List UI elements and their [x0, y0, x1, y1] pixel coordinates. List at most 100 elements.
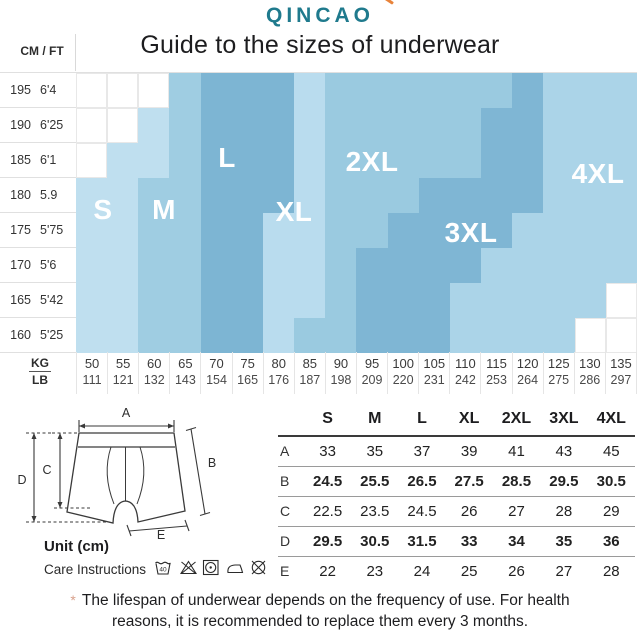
- weight-lb: 132: [143, 373, 165, 387]
- size-cell-2xl: [418, 143, 450, 178]
- size-cell-m: [169, 143, 201, 178]
- size-cell-l: [200, 248, 232, 283]
- height-ft: 6'4: [40, 83, 57, 97]
- size-cell-4xl: [574, 108, 606, 143]
- table-col-s: S: [304, 403, 352, 437]
- weight-kg: 100: [392, 356, 415, 371]
- row-label: D: [278, 526, 304, 557]
- size-cell-4xl: [574, 178, 606, 213]
- measurement-value: 34: [492, 526, 541, 557]
- measurement-value: 37: [398, 436, 446, 467]
- weight-lb: 209: [361, 373, 383, 387]
- size-cell-4xl: [543, 248, 575, 283]
- height-axis-row: 170 5'6: [0, 248, 76, 283]
- unit-label: Unit (cm): [44, 538, 109, 555]
- size-cell-4xl: [605, 108, 637, 143]
- brand-logo: QINCAO: [0, 0, 640, 28]
- size-cell-4xl: [574, 73, 606, 108]
- measurement-value: 39: [445, 436, 493, 467]
- height-ft: 5'25: [40, 328, 64, 342]
- size-cell-s: [107, 178, 139, 213]
- height-axis-row: 175 5'75: [0, 213, 76, 248]
- size-cell-2xl: [325, 73, 357, 108]
- size-cell-xl: [294, 248, 326, 283]
- size-cell-l: [262, 143, 295, 178]
- size-cell-l: [200, 213, 232, 248]
- measurement-value: 43: [540, 436, 588, 467]
- size-cell-2xl: [387, 108, 419, 143]
- height-cm: 180: [10, 188, 31, 202]
- size-cell-4xl: [512, 213, 544, 248]
- size-cell-4xl: [449, 318, 482, 353]
- size-cell-4xl: [543, 283, 575, 318]
- size-cell-l: [200, 318, 232, 353]
- height-cm: 185: [10, 153, 31, 167]
- size-cell-l: [231, 108, 263, 143]
- size-cell-3xl: [387, 283, 419, 318]
- weight-lb: 253: [486, 373, 507, 387]
- weight-kg: 135: [610, 356, 632, 371]
- height-cm: 170: [10, 258, 31, 272]
- do-not-dry-clean-icon: [249, 559, 268, 579]
- size-cell-2xl: [325, 143, 357, 178]
- dim-label-a: A: [122, 406, 131, 420]
- height-cm: 190: [10, 118, 31, 132]
- size-cell-m: [138, 248, 170, 283]
- row-label: C: [278, 496, 304, 527]
- size-cell-4xl: [543, 178, 575, 213]
- size-cell-xl: [262, 318, 295, 353]
- measurement-value: 45: [587, 436, 635, 467]
- size-cell-2xl: [325, 213, 357, 248]
- size-cell-s: [76, 213, 108, 248]
- size-cell-2xl: [449, 108, 482, 143]
- size-cell-m: [169, 283, 201, 318]
- size-cell-s: [107, 318, 139, 353]
- height-ft: 5.9: [40, 188, 58, 202]
- dim-label-e: E: [157, 528, 165, 540]
- measurement-value: 25: [460, 562, 478, 580]
- size-cell-2xl: [387, 143, 419, 178]
- measurement-value: 24: [413, 562, 431, 580]
- size-cell-2xl: [356, 73, 388, 108]
- height-cm: 160: [10, 328, 31, 342]
- size-cell-m: [169, 178, 201, 213]
- weight-axis-col: 130 286: [575, 352, 606, 394]
- weight-axis-col: 120 264: [513, 352, 544, 394]
- size-cell-4xl: [605, 178, 637, 213]
- measurement-value: 36: [587, 526, 635, 557]
- height-ft: 5'75: [40, 223, 64, 237]
- size-cell-3xl: [418, 283, 450, 318]
- height-ft: 5'6: [40, 258, 57, 272]
- weight-axis-lb-label: LB: [32, 373, 48, 387]
- size-cell-4xl: [543, 213, 575, 248]
- size-cell-2xl: [418, 108, 450, 143]
- size-cell-xl: [294, 143, 326, 178]
- measurement-value: 31.5: [398, 526, 446, 557]
- size-cell-l: [231, 143, 263, 178]
- height-cm: 175: [10, 223, 31, 237]
- weight-axis-col: 70 154: [201, 352, 233, 394]
- size-cell-2xl: [325, 178, 357, 213]
- size-cell-3xl: [418, 248, 450, 283]
- size-cell-m: [169, 248, 201, 283]
- boxer-outline: [66, 432, 186, 524]
- axis-divider-line: [75, 34, 76, 71]
- measurement-value: 35: [351, 436, 399, 467]
- weight-axis-col: 125 275: [544, 352, 575, 394]
- y-axis-header: CM / FT: [20, 44, 64, 58]
- size-cell-s: [107, 283, 139, 318]
- size-cell-2xl: [356, 213, 388, 248]
- dim-label-d: D: [17, 473, 26, 487]
- measurement-value: 41: [492, 436, 541, 467]
- size-cell-l: [200, 108, 232, 143]
- size-chart-grid: [76, 72, 637, 353]
- size-cell-2xl: [325, 108, 357, 143]
- size-cell-l: [231, 178, 263, 213]
- size-cell-3xl: [449, 213, 482, 248]
- size-cell-2xl: [356, 108, 388, 143]
- size-cell-3xl: [356, 283, 388, 318]
- weight-kg: 90: [333, 356, 349, 371]
- weight-lb: 220: [392, 373, 414, 387]
- size-cell-3xl: [387, 318, 419, 353]
- size-cell-2xl: [325, 318, 357, 353]
